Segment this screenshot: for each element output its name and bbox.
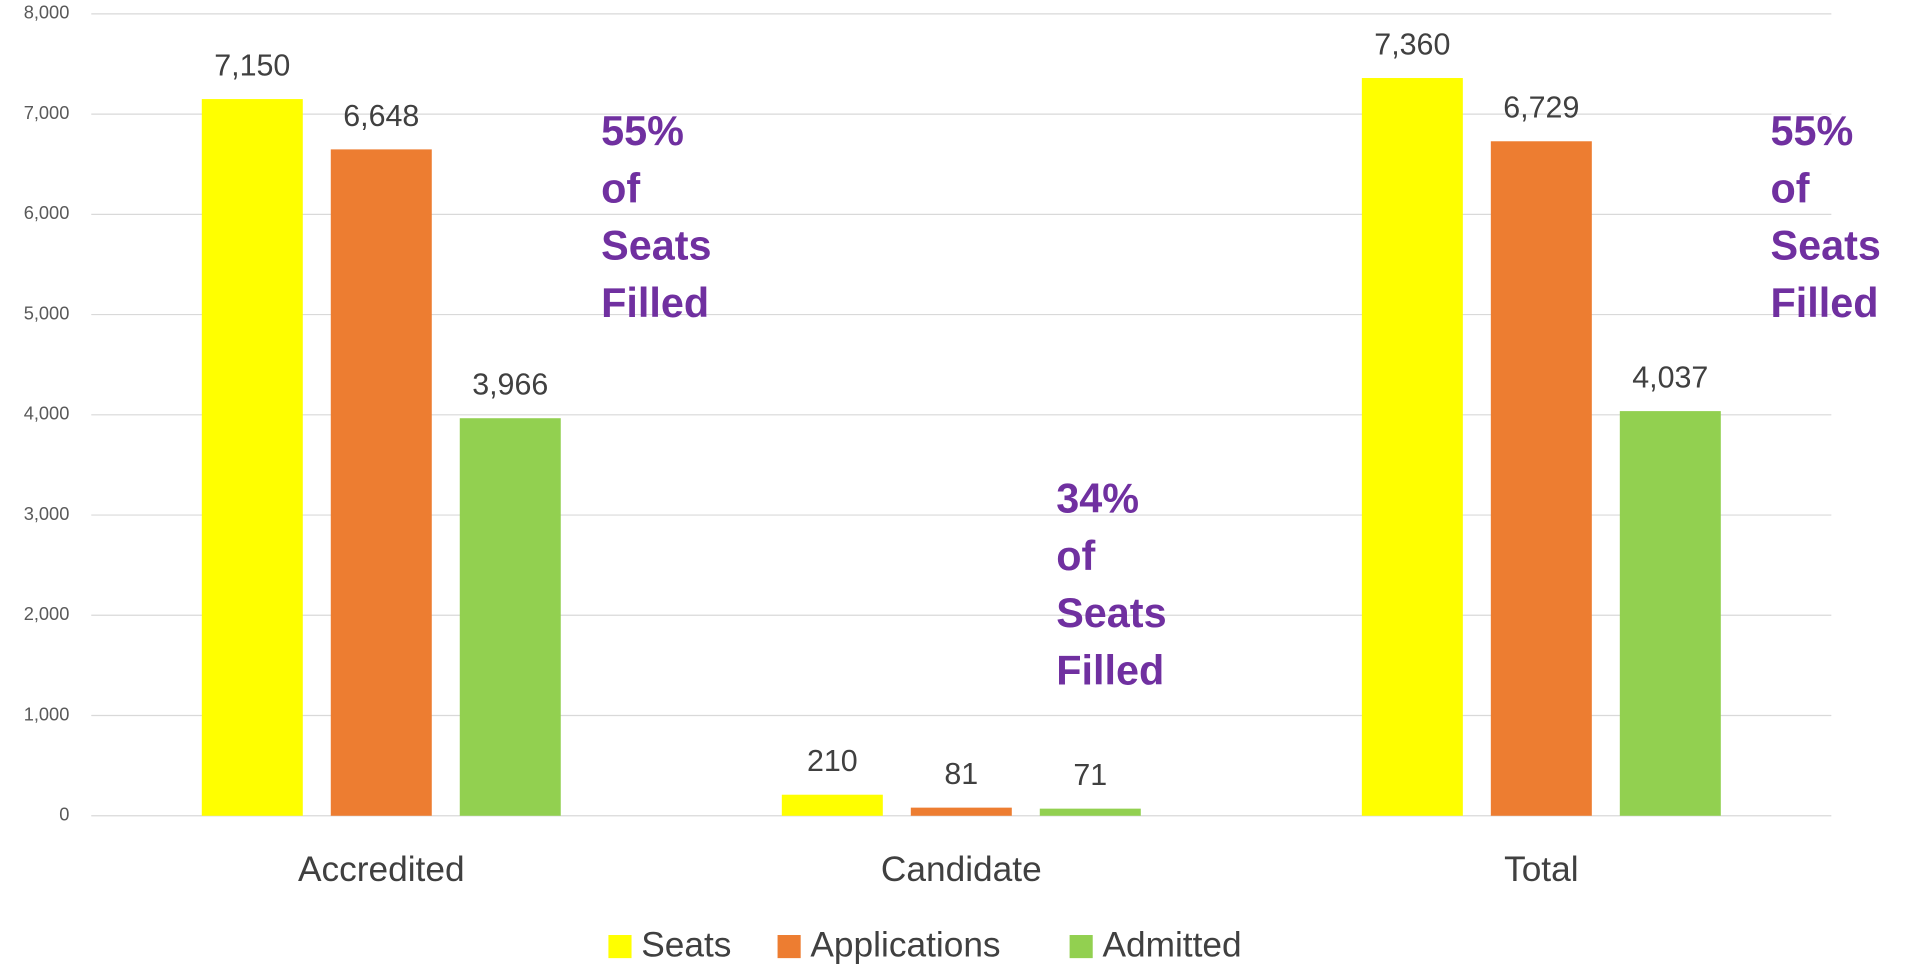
bar <box>910 807 1012 816</box>
annotation: 55% <box>1770 108 1853 154</box>
legend-label: Seats <box>641 925 731 964</box>
x-tick-label: Candidate <box>881 850 1042 889</box>
annotation: of <box>601 165 640 211</box>
legend-swatch <box>1069 935 1093 959</box>
legend-swatch <box>608 935 632 959</box>
bar <box>330 149 432 816</box>
value-label: 4,037 <box>1632 360 1708 394</box>
annotation: Seats <box>601 223 711 269</box>
value-label: 6,648 <box>343 99 419 133</box>
y-tick-label: 2,000 <box>24 603 70 624</box>
annotation: Filled <box>601 280 709 326</box>
legend-label: Admitted <box>1102 925 1241 964</box>
value-label: 3,966 <box>472 368 548 402</box>
bar <box>1039 808 1141 816</box>
legend-label: Applications <box>810 925 1000 964</box>
annotation: 34% <box>1056 476 1139 522</box>
x-tick-label: Accredited <box>298 850 465 889</box>
y-tick-label: 0 <box>59 804 69 825</box>
y-tick-label: 5,000 <box>24 302 70 323</box>
value-label: 81 <box>944 757 978 791</box>
value-label: 7,360 <box>1374 27 1450 61</box>
bar <box>459 418 561 816</box>
annotation: of <box>1770 165 1809 211</box>
legend-swatch <box>777 935 801 959</box>
value-label: 6,729 <box>1503 91 1579 125</box>
bar <box>201 99 303 816</box>
annotation: Seats <box>1770 223 1880 269</box>
y-tick-label: 8,000 <box>24 2 70 23</box>
bar <box>1619 411 1721 816</box>
bar <box>781 794 883 816</box>
value-label: 210 <box>807 744 858 778</box>
annotation: Seats <box>1056 590 1166 636</box>
value-label: 7,150 <box>214 48 290 82</box>
x-tick-label: Total <box>1504 850 1579 889</box>
y-tick-label: 6,000 <box>24 202 70 223</box>
y-tick-label: 3,000 <box>24 503 70 524</box>
y-tick-label: 1,000 <box>24 703 70 724</box>
annotation: Filled <box>1056 647 1164 693</box>
annotation: of <box>1056 533 1095 579</box>
y-tick-label: 4,000 <box>24 403 70 424</box>
y-tick-label: 7,000 <box>24 102 70 123</box>
bar <box>1490 141 1592 816</box>
value-label: 71 <box>1073 758 1107 792</box>
bar <box>1361 78 1463 816</box>
annotation: Filled <box>1770 280 1878 326</box>
annotation: 55% <box>601 108 684 154</box>
